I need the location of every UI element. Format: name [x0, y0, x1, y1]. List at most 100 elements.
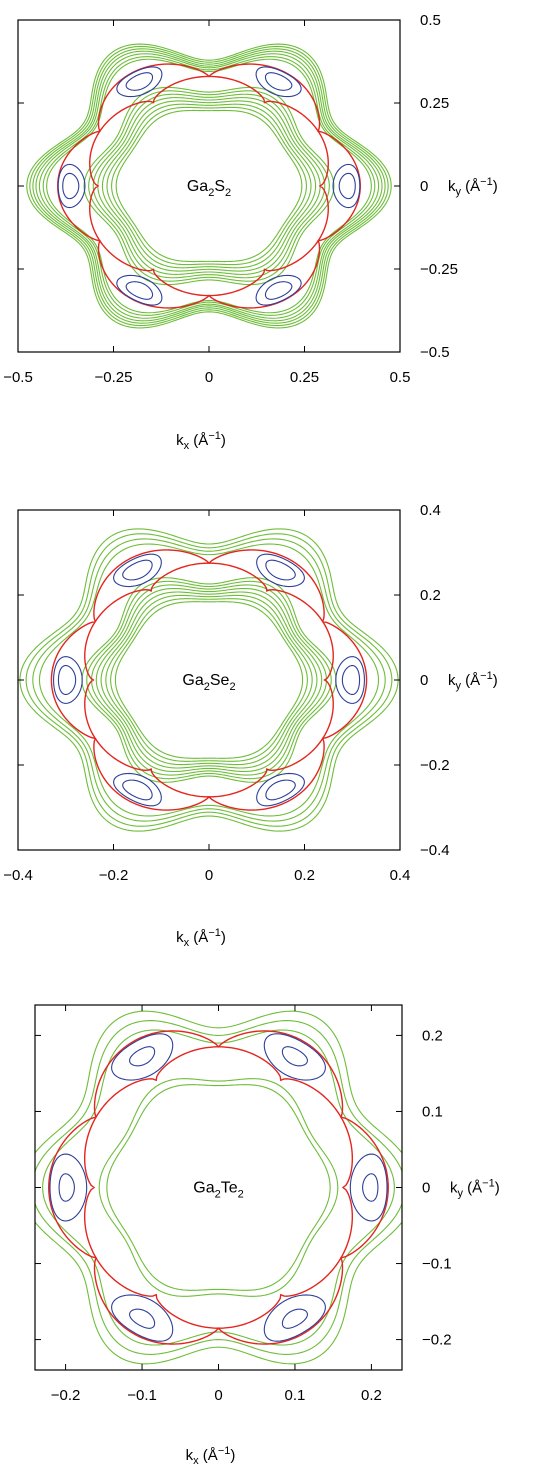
pocket-contour-4-2: [58, 1173, 75, 1202]
pocket-contour-2-1: [255, 66, 302, 98]
x-tick-label: −0.25: [95, 369, 133, 386]
separatrix-inner: [83, 1046, 354, 1329]
x-axis-label-base: k: [186, 1447, 194, 1464]
x-tick-label: 0.1: [285, 1387, 306, 1404]
x-axis-label-unit-close: ): [230, 1447, 235, 1464]
formula-element: S: [214, 178, 225, 195]
contour-plot-area: [19, 528, 399, 832]
pocket-contour-5-1: [113, 772, 162, 807]
green-contour-8: [83, 86, 335, 286]
x-axis-label-sub: x: [184, 440, 190, 452]
x-tick-label: 0: [205, 369, 213, 386]
formula-element: Te: [221, 1180, 238, 1197]
pocket-contour-5-1: [111, 1294, 174, 1342]
x-axis-label-unit-close: ): [221, 432, 226, 449]
pocket-contour-3-2: [129, 1046, 156, 1067]
x-tick-label: −0.2: [99, 867, 129, 884]
pocket-contour-3-2: [125, 72, 154, 91]
green-contour-5: [35, 1010, 402, 1365]
y-tick-label: −0.2: [422, 1332, 452, 1349]
pocket-contour-3-1: [113, 553, 162, 588]
panel-ga2s2: −0.5 −0.25 0 0.25 0.50.50.250−0.25−0.5ky (Å−…: [3, 12, 498, 452]
x-axis-label: kx (Å−1): [176, 430, 226, 452]
formula-element: Ga: [187, 178, 208, 195]
pocket-contour-5-2: [129, 1308, 156, 1329]
green-contour-7: [86, 580, 332, 780]
y-axis-label-base: k: [448, 178, 456, 195]
plot-frame: [34, 1004, 403, 1371]
panel-ga2te2: −0.2 −0.1 0 0.1 0.20.20.10−0.1−0.2ky (Å−1)kx…: [34, 1004, 500, 1467]
y-axis-label-base: k: [448, 672, 456, 689]
x-tick-label: −0.2: [51, 1387, 81, 1404]
pocket-contour-5-2: [125, 281, 154, 300]
y-axis-label-unit-close: ): [493, 178, 498, 195]
x-axis-label-sub: x: [193, 1455, 199, 1467]
pocket-contour-6-2: [265, 779, 296, 801]
y-tick-label: 0: [422, 1180, 430, 1197]
y-axis-label-sub: y: [456, 186, 462, 198]
formula-element: Ga: [182, 672, 203, 689]
x-axis-label-unit-close: ): [221, 929, 226, 946]
separatrix-inner: [89, 75, 329, 297]
formula-element: Ga: [193, 1180, 214, 1197]
separatrix-outer: [57, 63, 361, 309]
pocket-contour-4-2: [62, 172, 80, 200]
formula-subscript: 2: [204, 681, 210, 693]
x-axis-label-sub: x: [184, 937, 190, 949]
green-contour-9: [38, 543, 380, 817]
green-contour-2: [111, 106, 307, 266]
green-contour-11: [38, 53, 380, 319]
green-contour-1: [114, 601, 304, 759]
y-tick-label: 0.4: [420, 502, 441, 519]
green-contour-5: [97, 97, 321, 275]
x-axis-label-unit-open: (Å: [189, 929, 208, 946]
y-axis-label-unit-open: (Å: [461, 672, 480, 689]
x-tick-label: 0.4: [390, 867, 411, 884]
pocket-contour-2-2: [264, 72, 293, 91]
pocket-contour-6-1: [256, 772, 305, 807]
green-contour-10: [32, 538, 386, 822]
y-tick-label: −0.2: [420, 757, 450, 774]
pocket-contour-5-2: [122, 779, 153, 801]
x-axis-label-base: k: [176, 929, 184, 946]
y-tick-label: 0.2: [422, 1027, 443, 1044]
formula-subscript: 2: [229, 681, 235, 693]
pocket-contour-6-2: [264, 281, 293, 300]
green-contour-9: [46, 58, 372, 314]
green-contour-2: [98, 1078, 339, 1297]
y-axis-label-base: k: [450, 1180, 458, 1197]
x-tick-label: 0.25: [290, 369, 319, 386]
pocket-contour-3-1: [116, 66, 163, 98]
separatrix-inner: [84, 562, 334, 798]
x-tick-label: −0.5: [3, 369, 33, 386]
x-axis-label: kx (Å−1): [176, 927, 226, 949]
x-axis-label-base: k: [176, 432, 184, 449]
formula-subscript: 2: [225, 187, 231, 199]
y-tick-label: −0.1: [422, 1256, 452, 1273]
formula-subscript: 2: [208, 187, 214, 199]
y-axis-label-sub: y: [458, 1188, 464, 1200]
pocket-contour-4-2: [57, 664, 77, 696]
green-contour-6: [92, 93, 326, 279]
y-axis-label: ky (Å−1): [450, 1178, 500, 1200]
panel-ga2se2: −0.4 −0.2 0 0.2 0.40.40.20−0.2−0.4ky (Å−1)kx…: [3, 502, 498, 949]
y-axis-label-unit-open: (Å: [463, 1180, 482, 1197]
formula-subscript: 2: [238, 1189, 244, 1201]
y-tick-label: 0.1: [422, 1103, 443, 1120]
green-contour-13: [32, 48, 386, 324]
y-axis-label-unit-open: (Å: [461, 178, 480, 195]
contour-plot-area: [26, 43, 392, 329]
y-tick-label: −0.25: [420, 261, 458, 278]
x-axis-label: kx (Å−1): [186, 1445, 236, 1467]
green-contour-3: [105, 594, 313, 766]
x-tick-label: −0.1: [127, 1387, 157, 1404]
green-contour-11: [25, 533, 393, 827]
pocket-contour-5-1: [116, 274, 163, 306]
y-tick-label: −0.5: [420, 344, 450, 361]
separatrix-outer: [50, 549, 368, 811]
green-contour-6: [90, 584, 328, 776]
pocket-contour-2-1: [256, 553, 305, 588]
green-contour-10: [42, 56, 376, 316]
x-tick-label: −0.4: [3, 867, 33, 884]
